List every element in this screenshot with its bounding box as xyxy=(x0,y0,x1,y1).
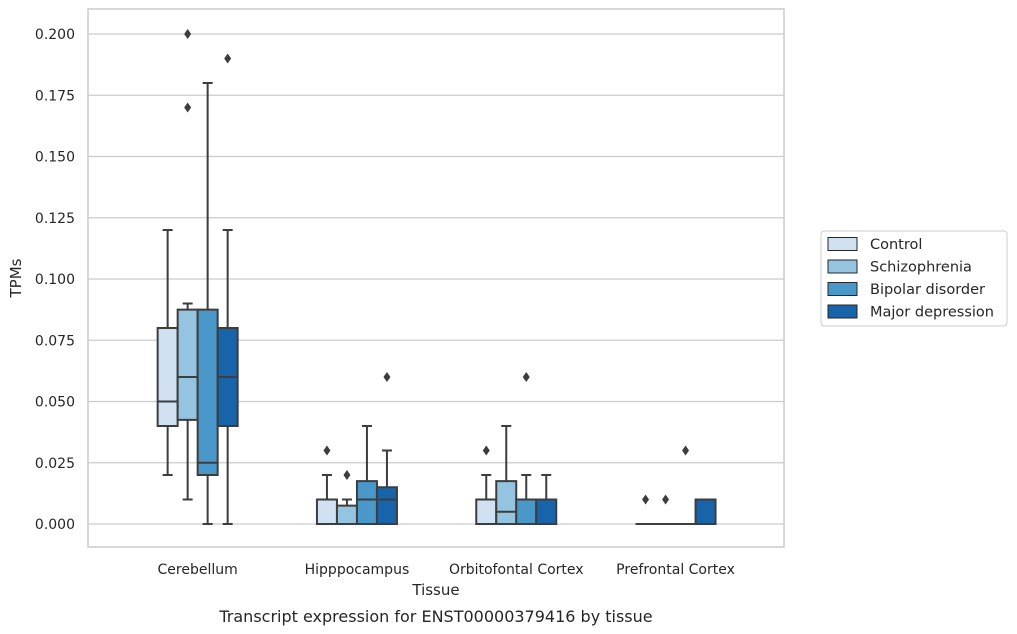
y-tick-label: 0.025 xyxy=(35,456,75,472)
box-control-prefrontal-cortex xyxy=(635,494,656,525)
legend-label-control: Control xyxy=(870,237,922,253)
y-tick-label: 0.075 xyxy=(35,333,75,349)
outlier-point xyxy=(224,53,232,64)
box-body xyxy=(515,498,538,525)
outlier-point xyxy=(682,445,690,456)
box-control-hipppocampus xyxy=(315,445,338,525)
legend-frame xyxy=(820,230,1008,327)
box-control-cerebellum xyxy=(156,229,179,476)
y-tick-label: 0.125 xyxy=(35,211,75,227)
y-axis-label: TPMs xyxy=(7,258,25,298)
legend-swatch-control xyxy=(827,237,858,251)
y-tick-label: 0.000 xyxy=(35,517,75,533)
box-schizophrenia-orbitofontal-cortex xyxy=(495,425,518,525)
outlier-point xyxy=(184,29,192,39)
box-body xyxy=(475,498,498,525)
box-body xyxy=(355,480,378,525)
box-body xyxy=(176,308,199,421)
box-body xyxy=(335,504,358,525)
box-body xyxy=(495,480,518,525)
box-major-depression-hipppocampus xyxy=(375,372,398,525)
x-tick-label: Prefrontal Cortex xyxy=(616,562,735,578)
outlier-point xyxy=(642,494,650,505)
legend-swatch-major-depression xyxy=(827,304,858,319)
legend: Control Schizophrenia Bipolar disorder Majo… xyxy=(820,230,1008,327)
box-body xyxy=(535,498,558,525)
box-bipolar-disorder-prefrontal-cortex xyxy=(675,445,696,525)
legend-label-schizophrenia: Schizophrenia xyxy=(870,260,972,276)
outlier-point xyxy=(184,102,192,113)
box-schizophrenia-hipppocampus xyxy=(335,470,358,525)
legend-swatch-schizophrenia xyxy=(827,259,858,274)
plot-background xyxy=(88,9,784,547)
box-major-depression-orbitofontal-cortex xyxy=(535,474,558,525)
box-body xyxy=(694,498,717,525)
x-tick-label: Orbitofontal Cortex xyxy=(449,562,584,578)
legend-label-bipolar-disorder: Bipolar disorder xyxy=(870,282,985,298)
y-tick-label: 0.100 xyxy=(35,272,75,288)
y-tick-label: 0.200 xyxy=(35,27,75,43)
outlier-point xyxy=(522,372,530,382)
box-major-depression-prefrontal-cortex xyxy=(694,498,717,525)
outlier-point xyxy=(662,494,670,505)
box-bipolar-disorder-cerebellum xyxy=(196,82,219,525)
legend-swatch-bipolar-disorder xyxy=(827,282,858,296)
x-tick-label: Hipppocampus xyxy=(305,562,410,578)
box-schizophrenia-prefrontal-cortex xyxy=(655,494,676,525)
chart-caption: Transcript expression for ENST0000037941… xyxy=(218,607,652,626)
x-tick-label: Cerebellum xyxy=(158,562,238,578)
x-tick-labels: Cerebellum Hipppocampus Orbitofontal Corte… xyxy=(158,562,735,578)
box-body xyxy=(196,308,219,476)
box-bipolar-disorder-orbitofontal-cortex xyxy=(515,372,538,525)
y-tick-labels: 0.000 0.025 0.050 0.075 0.100 0.125 0.150 0.175… xyxy=(35,27,75,533)
box-groups xyxy=(156,29,717,525)
outlier-point xyxy=(343,470,351,480)
box-body xyxy=(315,498,338,525)
y-tick-label: 0.150 xyxy=(35,150,75,166)
legend-label-major-depression: Major depression xyxy=(870,305,994,321)
outlier-point xyxy=(383,372,391,382)
box-body xyxy=(156,327,179,427)
box-major-depression-cerebellum xyxy=(216,53,239,525)
box-body xyxy=(375,486,398,525)
plot-frame xyxy=(87,8,785,548)
outlier-point xyxy=(482,445,490,456)
y-tick-label: 0.175 xyxy=(35,88,75,104)
y-tick-label: 0.050 xyxy=(35,395,75,411)
outlier-point xyxy=(323,445,331,456)
x-axis-label: Tissue xyxy=(411,581,459,599)
